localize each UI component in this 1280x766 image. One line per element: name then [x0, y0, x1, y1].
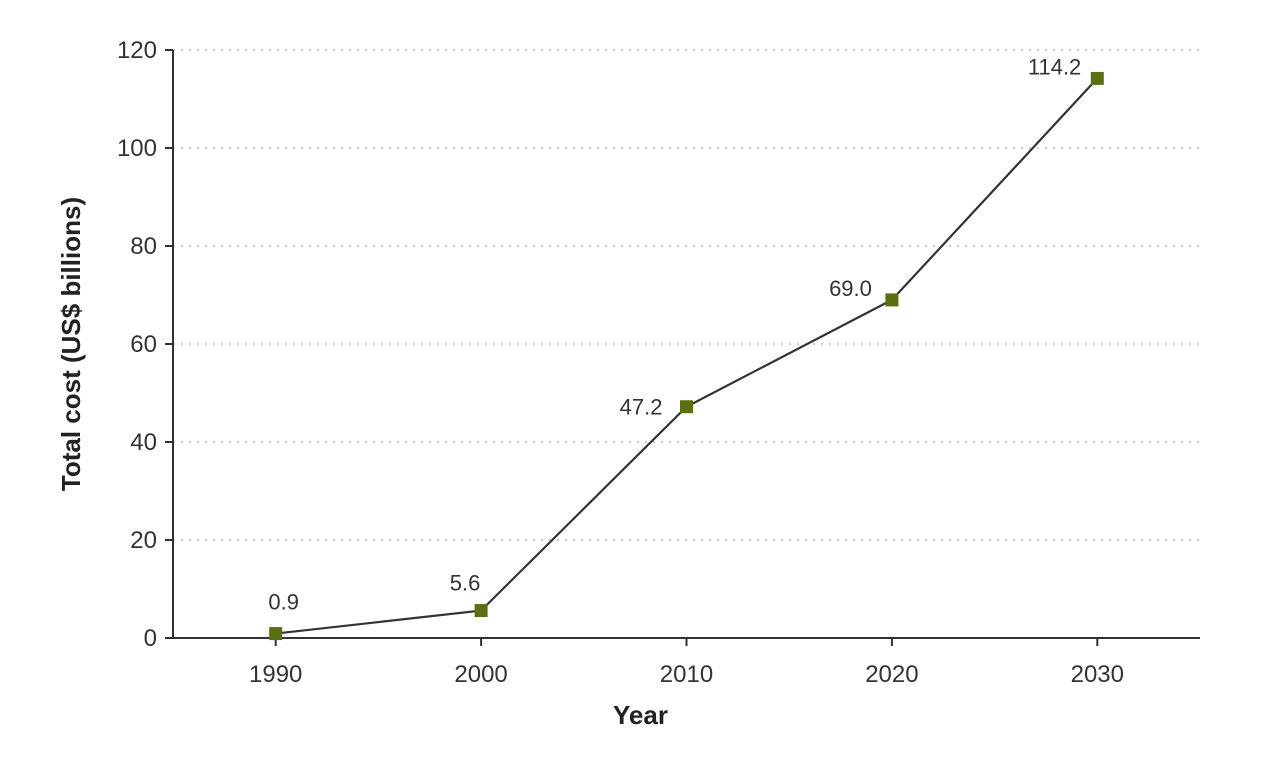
x-axis-ticks: 1990 2000 2010 2020 2030 [249, 638, 1124, 688]
data-label: 47.2 [620, 395, 663, 420]
x-axis-title: Year [613, 700, 668, 730]
data-point-marker [1090, 71, 1104, 85]
data-markers [269, 71, 1104, 641]
y-tick-label: 0 [144, 625, 157, 652]
series-line [275, 77, 1099, 635]
grid-lines [173, 49, 1200, 541]
y-tick-label: 20 [130, 527, 157, 554]
x-tick-label: 2010 [660, 661, 713, 688]
data-labels: 0.9 5.6 47.2 69.0 114.2 [268, 54, 1081, 614]
y-tick-label: 40 [130, 429, 157, 456]
x-tick-label: 1990 [249, 661, 302, 688]
series-line-path [275, 77, 1099, 635]
data-label: 114.2 [1028, 54, 1081, 79]
data-label: 0.9 [268, 590, 299, 615]
y-axis-ticks: 0 20 40 60 80 100 120 [117, 37, 173, 652]
data-point-marker [680, 400, 693, 414]
data-point-marker [474, 604, 488, 618]
y-tick-label: 120 [117, 37, 157, 64]
x-tick-label: 2000 [454, 661, 507, 688]
y-axis-title: Total cost (US$ billions) [56, 197, 86, 491]
x-tick-label: 2030 [1071, 661, 1124, 688]
x-tick-label: 2020 [865, 661, 918, 688]
y-tick-label: 100 [117, 135, 157, 162]
data-label: 69.0 [829, 276, 872, 301]
data-label: 5.6 [450, 571, 481, 596]
y-tick-label: 80 [130, 233, 157, 260]
y-tick-label: 60 [130, 331, 157, 358]
data-point-marker [885, 293, 899, 307]
data-point-marker [269, 627, 283, 641]
